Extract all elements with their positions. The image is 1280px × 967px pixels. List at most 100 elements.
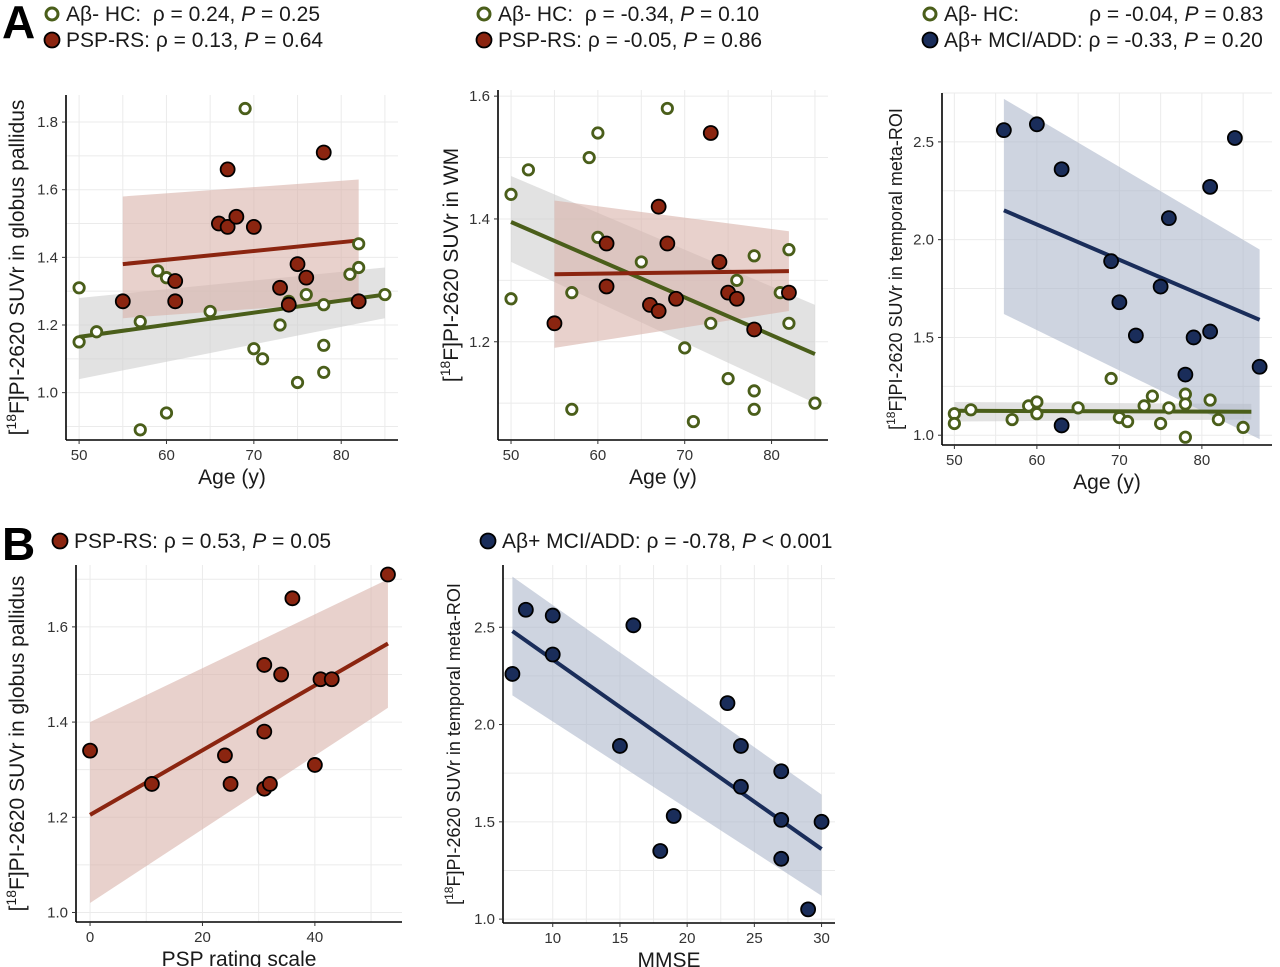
data-point: [591, 126, 605, 140]
data-point: [290, 375, 305, 390]
x-tick-label: 60: [158, 447, 175, 464]
legend-entry: Aβ- HC: ρ = -0.04, P = 0.83: [922, 3, 1263, 26]
data-point: [800, 901, 817, 918]
data-point: [665, 808, 682, 824]
y-tick-label: 2.0: [913, 232, 934, 249]
data-point: [711, 254, 728, 270]
data-point: [1202, 178, 1219, 195]
chart-a1-globus-pallidus-vs-age: 50 60 70 80 1.0 1.2 1.4 1.6 1.8 Age (y) [18F]PI-26…: [3, 3, 398, 489]
data-point: [245, 219, 262, 235]
data-point: [1178, 430, 1192, 444]
regression-line: [554, 269, 789, 277]
y-axis-title-bracket: [: [6, 429, 29, 435]
data-point: [219, 219, 236, 235]
data-point: [565, 402, 579, 416]
data-point: [1030, 395, 1044, 409]
data-point: [1162, 401, 1176, 415]
data-point: [323, 671, 340, 688]
legend-entry: PSP-RS: ρ = -0.05, P = 0.86: [475, 29, 762, 52]
y-tick-label: 2.5: [474, 619, 495, 636]
y-tick-label: 1.6: [469, 88, 490, 105]
y-axis-title-text: F]PI-2620 SUVr in temporal meta-ROI: [444, 583, 464, 886]
legend-p-value: = 0.64: [258, 29, 323, 52]
data-point: [964, 403, 978, 417]
confidence-band: [122, 179, 359, 319]
data-point: [1152, 278, 1169, 295]
y-tick-label: 2.5: [913, 134, 934, 151]
data-point: [668, 290, 684, 307]
data-point: [247, 342, 261, 356]
data-point: [773, 850, 790, 867]
legend-p-symbol: P: [683, 29, 697, 52]
regression-line: [78, 292, 386, 339]
regression-line: [89, 641, 389, 817]
legend-marker: [43, 31, 61, 49]
data-point: [504, 666, 521, 682]
data-point: [114, 293, 131, 310]
data-point: [660, 101, 674, 116]
legend-p-symbol: P: [241, 3, 255, 26]
legend-p-symbol: P: [1185, 3, 1199, 26]
data-point: [733, 738, 749, 754]
legend-label: Aβ- HC: ρ = -0.04, P = 0.83: [944, 3, 1263, 26]
series-psp-rs: [114, 144, 367, 313]
data-point: [1127, 327, 1144, 344]
data-point: [217, 747, 233, 764]
x-tick-label: 50: [946, 452, 963, 469]
data-point: [352, 237, 366, 251]
data-point: [143, 776, 160, 792]
data-point: [598, 235, 615, 252]
data-point: [947, 416, 961, 431]
data-point: [159, 406, 174, 420]
data-point: [151, 264, 165, 278]
y-tick-label: 1.0: [913, 427, 934, 444]
data-point: [1104, 371, 1118, 386]
regression-line: [954, 408, 1252, 414]
y-tick-label: 1.2: [37, 317, 58, 334]
y-tick-label: 1.2: [469, 334, 490, 351]
x-tick-label: 40: [307, 929, 324, 946]
data-point: [995, 122, 1012, 139]
data-point: [746, 321, 763, 338]
legend-p-value: = 0.05: [266, 530, 331, 553]
y-axis-title-isotope: 18: [442, 886, 456, 900]
data-point: [1111, 294, 1128, 311]
data-point: [133, 315, 147, 329]
data-point: [747, 402, 761, 416]
data-point: [289, 256, 306, 273]
data-point: [719, 695, 736, 712]
x-tick-label: 0: [86, 929, 94, 946]
y-axis-title-isotope: 18: [3, 890, 19, 906]
data-point: [72, 335, 86, 349]
data-point: [1154, 416, 1168, 431]
legend-marker: [479, 532, 497, 550]
data-point: [82, 742, 98, 759]
legend-label: Aβ- HC: ρ = 0.24, P = 0.25: [66, 3, 320, 26]
data-point: [546, 315, 563, 332]
data-point: [652, 843, 669, 859]
data-point: [1202, 323, 1219, 340]
data-point: [747, 384, 761, 398]
data-point: [728, 290, 745, 307]
data-point: [1071, 401, 1085, 415]
legend-stat: Aβ- HC: ρ = 0.24,: [66, 3, 241, 26]
data-point: [544, 646, 561, 663]
series-psp-rs: [82, 566, 396, 797]
legend-p-symbol: P: [1184, 29, 1198, 52]
data-point: [612, 738, 628, 754]
legend-stat: Aβ+ MCI/ADD: ρ = -0.33,: [944, 29, 1184, 52]
x-tick-label: 70: [676, 447, 693, 464]
data-point: [517, 601, 534, 618]
legend-p-value: = 0.10: [694, 3, 759, 26]
legend-entry: PSP-RS: ρ = 0.13, P = 0.64: [43, 29, 323, 52]
grid-lines: [66, 95, 398, 440]
data-point: [747, 249, 761, 263]
x-tick-label: 50: [503, 447, 520, 464]
y-tick-label: 1.4: [469, 211, 490, 228]
y-tick-label: 2.0: [474, 717, 495, 734]
x-tick-label: 30: [813, 930, 830, 947]
x-tick-label: 10: [544, 930, 561, 947]
x-axis-title: Age (y): [629, 466, 697, 489]
legend-p-value: < 0.001: [756, 530, 832, 553]
data-point: [659, 235, 676, 252]
